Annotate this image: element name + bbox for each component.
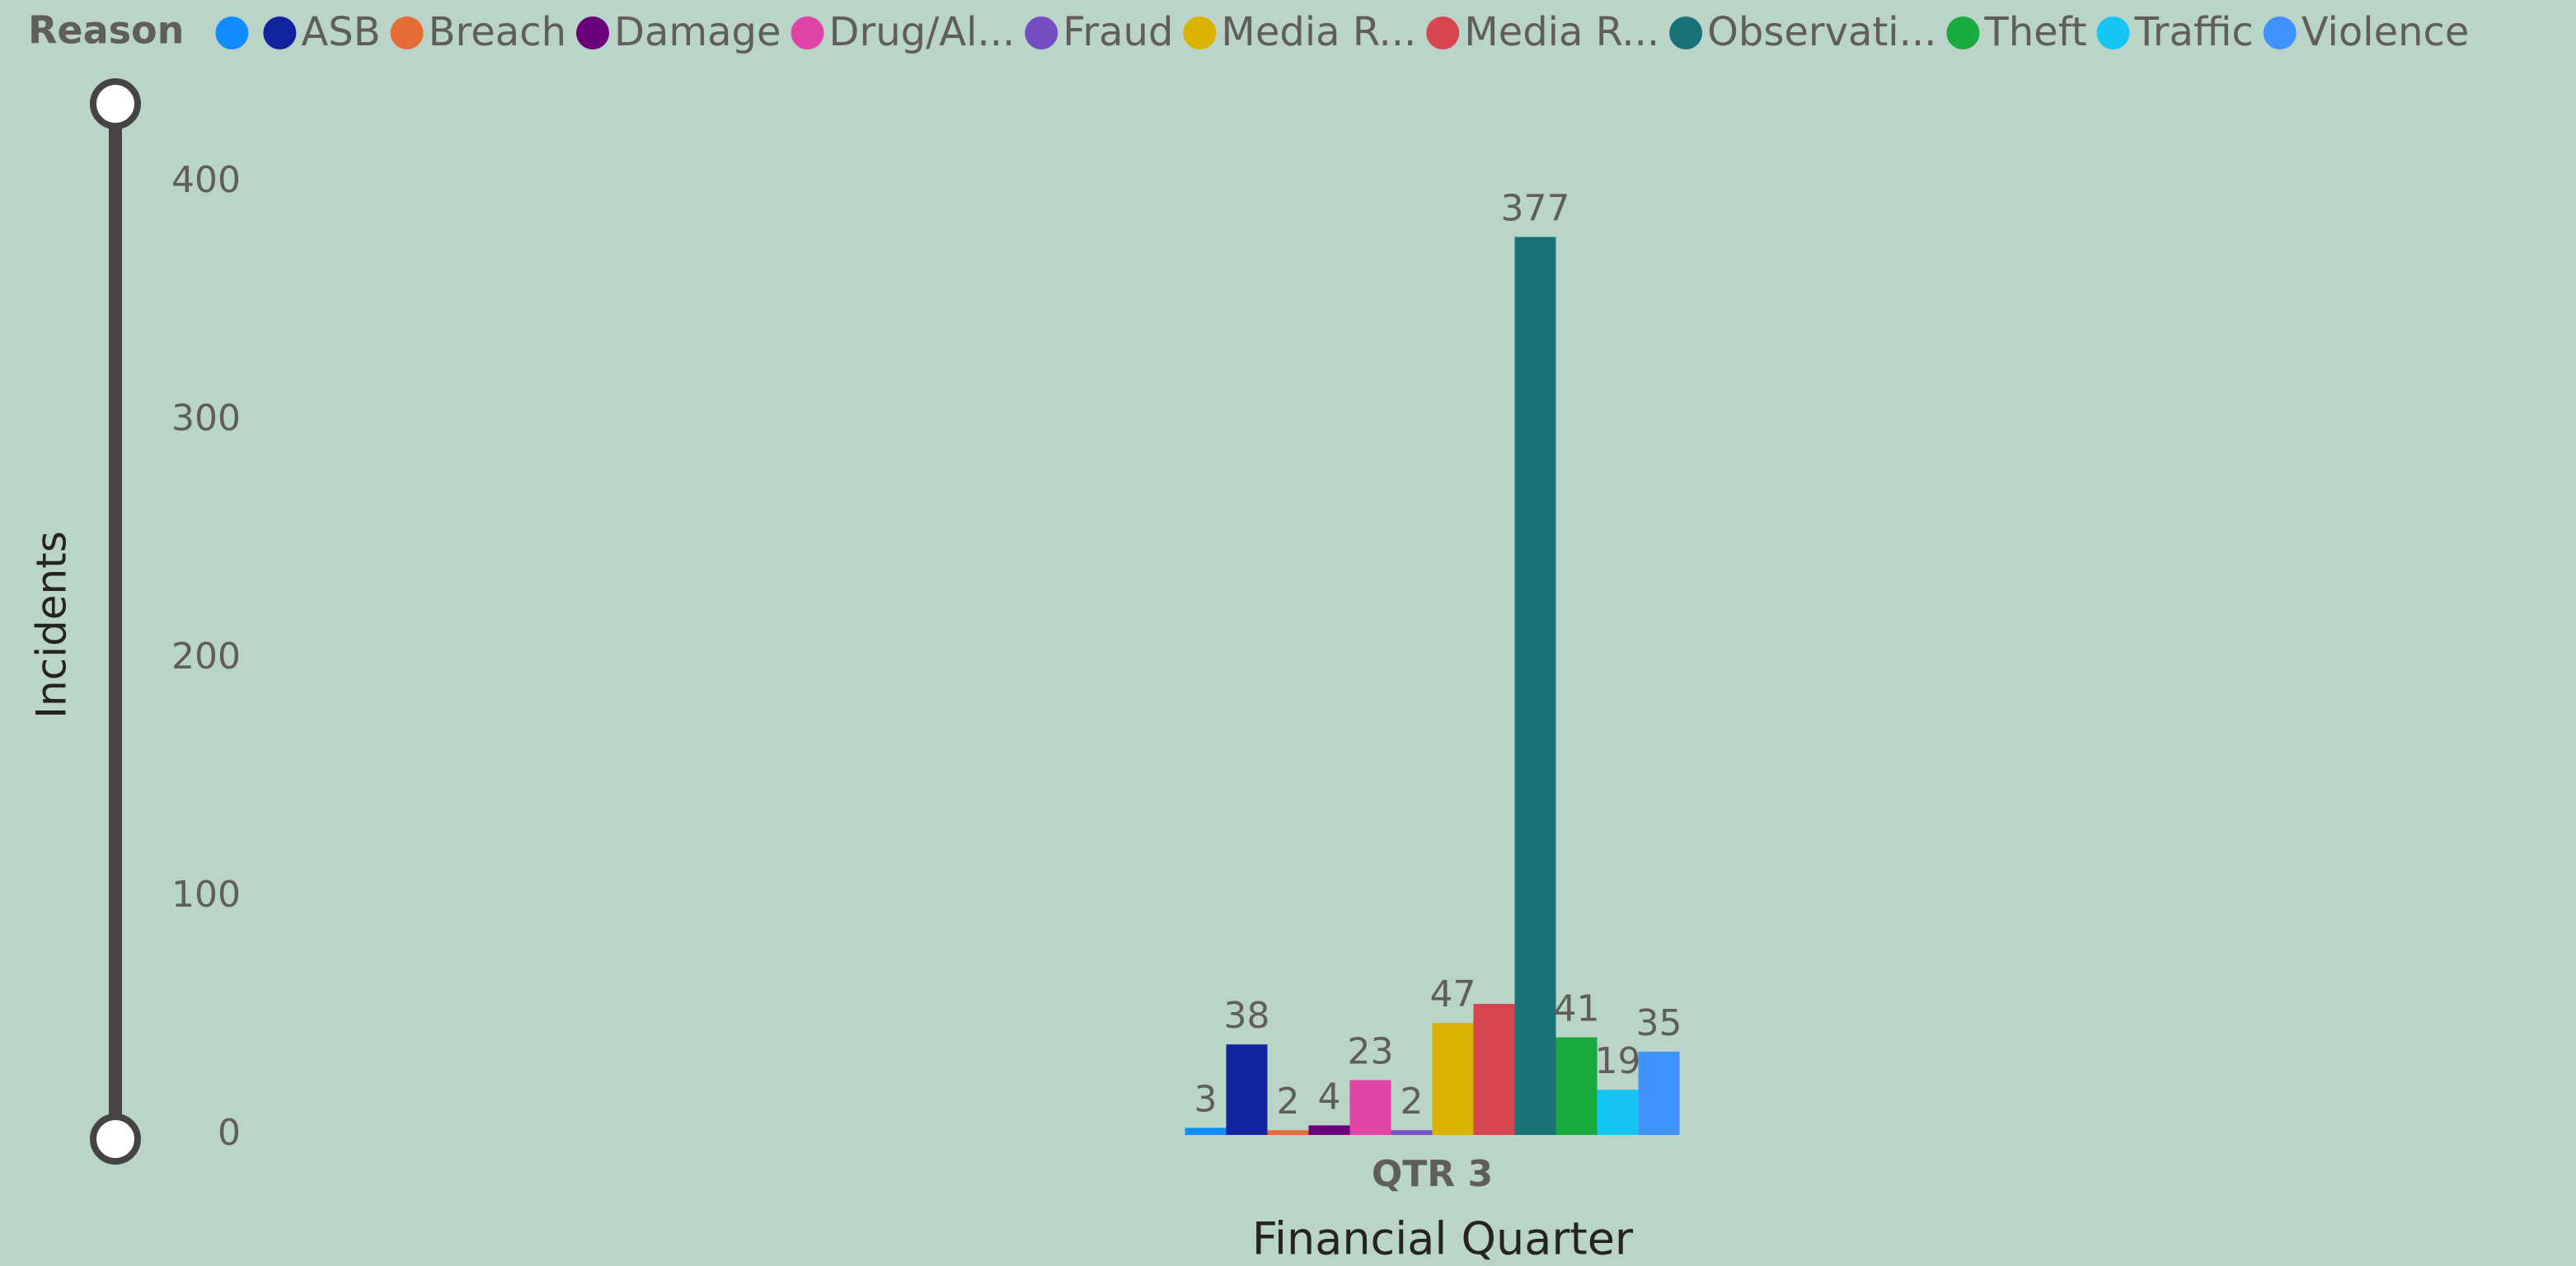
data-label: 35	[1636, 1002, 1682, 1044]
legend-marker	[791, 16, 824, 49]
bar	[1473, 1004, 1515, 1135]
bar	[1308, 1125, 1350, 1135]
y-axis-title: Incidents	[28, 531, 76, 719]
legend-label: Damage	[614, 9, 781, 55]
legend-label: Drug/Al...	[829, 9, 1016, 55]
legend-marker	[1946, 16, 1980, 49]
legend-label: Traffic	[2134, 9, 2254, 55]
legend-marker	[1025, 16, 1058, 49]
data-label: 47	[1430, 973, 1476, 1015]
bar	[1226, 1044, 1268, 1135]
legend-marker	[215, 16, 249, 49]
x-axis-title: Financial Quarter	[1252, 1213, 1634, 1265]
y-tick-label: 400	[171, 159, 241, 201]
bar	[1514, 237, 1556, 1136]
data-label: 2	[1401, 1081, 1424, 1123]
legend-marker	[2263, 16, 2297, 49]
bar	[1432, 1023, 1474, 1135]
legend-label: Theft	[1983, 9, 2086, 55]
bar	[1185, 1128, 1227, 1135]
data-label: 38	[1224, 995, 1270, 1037]
bar	[1391, 1130, 1433, 1135]
legend-marker	[1183, 16, 1217, 49]
legend-marker	[1426, 16, 1460, 49]
data-label: 23	[1348, 1031, 1394, 1073]
legend-label: Violence	[2302, 9, 2470, 55]
legend-marker	[2096, 16, 2130, 49]
data-label: 41	[1554, 988, 1600, 1030]
data-label: 2	[1277, 1081, 1300, 1123]
data-label: 4	[1318, 1076, 1341, 1118]
y-tick-label: 0	[218, 1112, 241, 1154]
data-label: 3	[1194, 1078, 1218, 1120]
legend-label: Breach	[429, 9, 566, 55]
legend-label: Media R...	[1221, 9, 1416, 55]
slider-handle[interactable]	[90, 78, 141, 129]
bar	[1555, 1037, 1598, 1135]
legend-marker	[390, 16, 424, 49]
bar	[1597, 1090, 1639, 1135]
y-tick-label: 200	[171, 635, 241, 678]
bar	[1638, 1051, 1680, 1135]
legend-label: Media R...	[1464, 9, 1659, 55]
slider-handle[interactable]	[90, 1114, 141, 1165]
bar	[1349, 1080, 1391, 1135]
legend-marker	[263, 16, 297, 49]
data-label: 377	[1501, 187, 1570, 229]
y-tick-label: 100	[171, 874, 241, 916]
legend-marker	[1669, 16, 1703, 49]
legend-title: Reason	[28, 8, 184, 53]
legend-label: ASB	[301, 9, 380, 55]
y-tick-label: 300	[171, 397, 241, 439]
x-tick-label: QTR 3	[1372, 1153, 1493, 1195]
data-label: 19	[1595, 1040, 1641, 1082]
legend-label: Observati...	[1707, 9, 1936, 55]
legend-marker	[576, 16, 609, 49]
legend-label: Fraud	[1063, 9, 1173, 55]
bar	[1267, 1130, 1309, 1135]
